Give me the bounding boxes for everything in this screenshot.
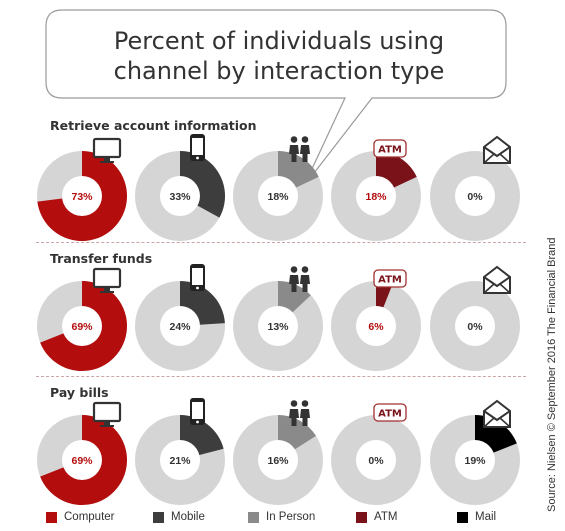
donut-hole [455,440,495,480]
computer-icon [92,267,122,293]
computer-icon [92,137,122,163]
donut-hole [258,440,298,480]
legend-item-in-person: In Person [248,511,315,523]
phone-icon [190,398,205,425]
donut-value-label: 0% [368,455,384,467]
atm-icon-text: ATM [378,275,402,286]
atm-icon-text: ATM [378,409,402,420]
legend-item-computer: Computer [46,511,115,523]
donut-hole [62,440,102,480]
donut-hole [62,306,102,346]
atm-icon-text: ATM [378,145,402,156]
donut-hole [62,176,102,216]
donut-pay-bills-mail: 19% [430,415,520,505]
donut-value-label: 33% [169,191,191,203]
legend-item-atm: ATM [356,511,397,523]
donut-transfer-funds-mail: 0% [430,281,520,371]
donut-hole [455,176,495,216]
donut-transfer-funds-mobile: 24% [135,281,225,371]
legend-swatch-atm [356,511,367,523]
donut-value-label: 69% [71,455,93,467]
legend-swatch-computer [46,511,57,523]
atm-icon: ATM [373,269,407,288]
atm-icon: ATM [373,403,407,422]
people-icon [289,400,310,426]
source-credit: Source: Nielsen © September 2016 The Fin… [546,237,558,512]
donut-retrieve-account-information-mobile: 33% [135,151,225,241]
envelope-icon [483,135,511,164]
row-label-retrieve: Retrieve account information [50,118,257,133]
donut-hole [356,176,396,216]
row-label-pay-bills: Pay bills [50,385,109,400]
donut-value-label: 24% [169,321,191,333]
donut-hole [455,306,495,346]
phone-icon [190,134,205,161]
row-label-transfer: Transfer funds [50,251,153,266]
chart-title: Percent of individuals using channel by … [52,26,506,86]
donut-hole [356,306,396,346]
donut-value-label: 69% [71,321,93,333]
legend-item-mail: Mail [457,511,496,523]
legend-swatch-in-person [248,511,259,523]
donut-retrieve-account-information-atm: 18% [331,151,421,241]
donut-transfer-funds-computer: 69% [37,281,127,371]
donut-pay-bills-computer: 69% [37,415,127,506]
donut-transfer-funds-atm: 6% [331,280,421,371]
legend-swatch-mail [457,511,468,523]
donut-value-label: 0% [467,321,483,333]
donut-retrieve-account-information-mail: 0% [430,151,520,241]
legend-label-mail: Mail [475,511,497,523]
donut-hole [258,176,298,216]
donut-value-label: 18% [365,191,387,203]
donut-retrieve-account-information-computer: 73% [37,151,127,241]
donut-value-label: 19% [464,455,486,467]
donut-value-label: 18% [267,191,289,203]
donut-value-label: 0% [467,191,483,203]
chart-title-line-1: Percent of individuals using [113,27,445,55]
donut-transfer-funds-in-person: 13% [233,281,323,371]
chart-title-line-2: channel by interaction type [113,57,445,85]
donut-value-label: 73% [71,191,93,203]
donut-hole [356,440,396,480]
row-divider [36,242,526,243]
legend-label-atm: ATM [374,511,398,523]
donut-value-label: 21% [169,455,191,467]
legend-label-computer: Computer [64,511,115,523]
atm-icon: ATM [373,139,407,158]
legend-label-in-person: In Person [266,511,316,523]
people-icon [289,266,310,292]
donut-value-label: 6% [368,321,384,333]
donut-retrieve-account-information-in-person: 18% [233,150,323,241]
donut-pay-bills-in-person: 16% [233,415,323,505]
phone-icon [190,264,205,291]
legend-item-mobile: Mobile [153,511,205,523]
donut-value-label: 16% [267,455,289,467]
envelope-icon [483,399,511,428]
legend-label-mobile: Mobile [171,511,205,523]
donut-hole [160,440,200,480]
envelope-icon [483,265,511,294]
donut-pay-bills-mobile: 21% [135,415,225,505]
donut-pay-bills-atm: 0% [331,415,421,505]
legend-swatch-mobile [153,511,164,523]
people-icon [289,136,310,162]
row-divider [36,376,526,377]
donut-value-label: 13% [267,321,289,333]
donut-hole [258,306,298,346]
donut-hole [160,306,200,346]
donut-hole [160,176,200,216]
computer-icon [92,401,122,427]
